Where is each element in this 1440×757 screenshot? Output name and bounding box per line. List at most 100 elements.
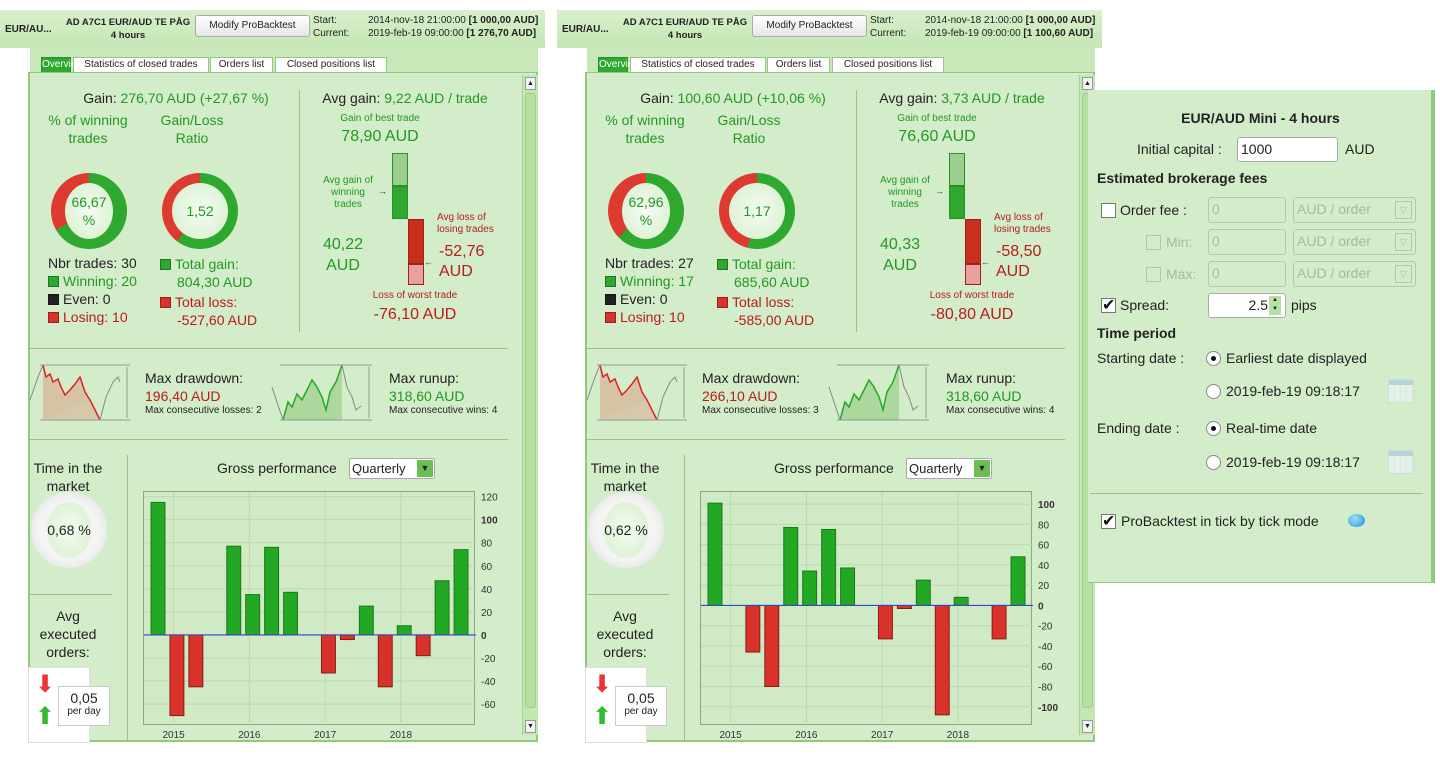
even-swatch-icon (48, 294, 59, 305)
arrow-right-icon: → (378, 186, 387, 196)
pct-winning-title: % of winning trades (48, 112, 128, 146)
min-checkbox[interactable] (1146, 235, 1161, 250)
period-select[interactable]: Quarterly ▼ (349, 458, 435, 479)
modify-probacktest-button[interactable]: Modify ProBacktest (195, 15, 310, 37)
tick-mode-checkbox[interactable] (1101, 511, 1116, 531)
time-in-market-donut: 0,68 % (31, 492, 107, 568)
bar (358, 605, 374, 636)
avg-gain-winning-value: 40,33 AUD (879, 236, 921, 274)
info-bubble-icon[interactable] (1348, 514, 1365, 527)
divider (28, 439, 508, 440)
y-tick-label: 60 (1038, 541, 1050, 552)
min-unit-select[interactable]: AUD / order ▽ (1293, 229, 1416, 255)
end-realtime-radio[interactable] (1206, 421, 1221, 436)
nbr-trades: Nbr trades: 30 (48, 255, 137, 271)
max-checkbox[interactable] (1146, 267, 1161, 282)
time-in-market-donut: 0,62 % (588, 492, 664, 568)
arrow-left-icon: ← (981, 257, 990, 267)
min-input[interactable]: 0 (1208, 229, 1286, 255)
drawdown-sparkline-icon (29, 364, 130, 421)
winning-swatch-icon (48, 276, 59, 287)
date-labels: Start: Current: (313, 14, 349, 40)
max-runup-label: Max runup: (946, 370, 1017, 386)
initial-capital-input[interactable]: 1000 (1237, 137, 1338, 162)
gain-loss-donut: 1,17 (719, 173, 795, 249)
best-trade-value: 78,90 AUD (341, 128, 419, 145)
avg-orders-value: 0,05 (70, 690, 98, 706)
tab-orders-list[interactable]: Orders list (210, 57, 273, 73)
scroll-up-icon[interactable]: ▲ (1082, 77, 1093, 90)
end-date-radio[interactable] (1206, 455, 1221, 470)
avg-gain-bar (949, 186, 965, 219)
avg-gain-label: Avg gain: (879, 90, 938, 106)
bar (802, 570, 818, 606)
scroll-thumb[interactable] (525, 93, 536, 708)
date-values: 2014-nov-18 21:00:00 [1 000,00 AUD] 2019… (368, 14, 538, 40)
max-input[interactable]: 0 (1208, 261, 1286, 287)
divider (299, 90, 300, 332)
scroll-down-icon[interactable]: ▼ (1082, 720, 1093, 733)
trade-counts: Nbr trades: 27 Winning: 17 Even: 0 Losin… (605, 254, 694, 326)
max-unit: AUD / order (1297, 265, 1371, 281)
chevron-down-icon[interactable]: ▽ (1395, 233, 1412, 251)
tab-overview[interactable]: Overview (598, 57, 641, 73)
order-fee-input[interactable]: 0 (1208, 197, 1286, 223)
order-fee-unit-select[interactable]: AUD / order ▽ (1293, 197, 1416, 223)
backtest-header: EUR/AU... AD A7C1 EUR/AUD TE PÅG 4 hours … (557, 10, 1102, 48)
scrollbar[interactable]: ▲ ▼ (522, 75, 538, 735)
max-runup-value: 318,60 AUD (389, 388, 465, 404)
period-select[interactable]: Quarterly ▼ (906, 458, 992, 479)
period-select-value: Quarterly (909, 461, 963, 476)
tab-statistics[interactable]: Statistics of closed trades (630, 57, 766, 73)
current-capital: [1 276,70 AUD] (466, 28, 537, 39)
divider (28, 348, 508, 349)
calendar-icon[interactable] (1388, 450, 1414, 474)
tab-closed-positions[interactable]: Closed positions list (832, 57, 944, 73)
timeframe: 4 hours (667, 30, 703, 41)
bar (320, 634, 336, 674)
scroll-up-icon[interactable]: ▲ (525, 77, 536, 90)
symbol-label: EUR/AU... (5, 24, 52, 35)
start-date-radio[interactable] (1206, 384, 1221, 399)
gain-loss-value: 1,52 (172, 183, 228, 239)
even-swatch-icon (605, 294, 616, 305)
y-tick-label: 40 (1038, 561, 1050, 572)
chevron-down-icon[interactable]: ▼ (974, 460, 990, 477)
start-capital: [1 000,00 AUD] (1025, 15, 1096, 26)
x-tick-label: 2015 (162, 730, 185, 741)
chevron-down-icon[interactable]: ▼ (417, 460, 433, 477)
y-tick-label: 120 (481, 493, 498, 504)
max-unit-select[interactable]: AUD / order ▽ (1293, 261, 1416, 287)
chevron-down-icon[interactable]: ▽ (1395, 265, 1412, 283)
tab-overview[interactable]: Overview (41, 57, 84, 73)
total-loss-label: Total loss: (732, 294, 795, 310)
scroll-down-icon[interactable]: ▼ (525, 720, 536, 733)
time-in-market-value: 0,62 % (604, 502, 648, 558)
modify-probacktest-button[interactable]: Modify ProBacktest (752, 15, 867, 37)
runup-sparkline-icon (828, 364, 929, 421)
bar (991, 604, 1007, 640)
avg-gain-winning-value: 40,22 AUD (322, 236, 364, 274)
start-label: Start: (313, 15, 337, 26)
tab-bar: Overview Statistics of closed trades Ord… (30, 47, 538, 73)
avg-loss-bar (408, 219, 424, 264)
system-name: AD A7C1 EUR/AUD TE PÅG (65, 17, 191, 28)
chevron-down-icon[interactable]: ▽ (1395, 201, 1412, 219)
worst-trade-label: Loss of worst trade (372, 290, 458, 301)
worst-trade-value: -76,10 AUD (373, 306, 457, 323)
current-capital: [1 100,60 AUD] (1023, 28, 1094, 39)
gain-loss-title: Gain/Loss Ratio (717, 112, 781, 146)
bar (245, 594, 261, 636)
tab-statistics[interactable]: Statistics of closed trades (73, 57, 209, 73)
y-tick-label: 80 (1038, 520, 1050, 531)
tab-closed-positions[interactable]: Closed positions list (275, 57, 387, 73)
spread-checkbox[interactable] (1101, 295, 1116, 315)
order-fee-checkbox[interactable] (1101, 203, 1116, 218)
pct-winning-value: 62,96 % (622, 183, 670, 239)
system-title: AD A7C1 EUR/AUD TE PÅG 4 hours (58, 16, 198, 42)
tab-orders-list[interactable]: Orders list (767, 57, 830, 73)
calendar-icon[interactable] (1388, 379, 1414, 403)
start-earliest-radio[interactable] (1206, 351, 1221, 366)
spread-stepper[interactable]: ▲ ▼ (1269, 296, 1281, 315)
backtest-panel-2: EUR/AU... AD A7C1 EUR/AUD TE PÅG 4 hours … (557, 0, 1102, 751)
